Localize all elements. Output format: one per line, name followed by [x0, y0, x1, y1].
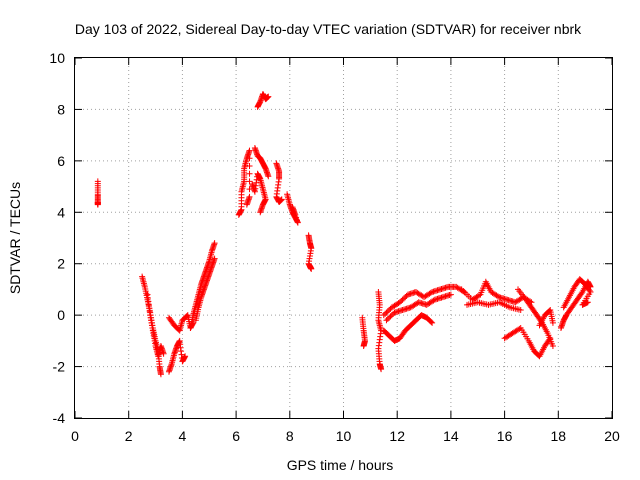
data-point — [402, 294, 409, 301]
data-point — [382, 310, 389, 317]
data-point — [384, 308, 391, 315]
data-point — [384, 316, 391, 322]
data-point — [246, 170, 253, 177]
x-tick-label: 14 — [443, 428, 459, 444]
data-point — [516, 325, 523, 332]
y-tick-label: 4 — [57, 204, 65, 220]
grid — [75, 58, 612, 418]
data-points — [94, 91, 594, 378]
data-point — [265, 93, 272, 100]
data-point — [380, 312, 387, 319]
data-point — [399, 296, 406, 303]
data-point — [160, 350, 167, 357]
data-point — [383, 317, 390, 324]
data-point — [243, 201, 250, 208]
x-tick-label: 16 — [497, 428, 513, 444]
x-tick-label: 20 — [604, 428, 620, 444]
x-tick-label: 6 — [232, 428, 240, 444]
x-tick-label: 0 — [71, 428, 79, 444]
data-point — [293, 214, 300, 221]
data-point — [257, 209, 264, 216]
data-point — [447, 291, 454, 298]
data-point — [388, 312, 395, 319]
data-point — [578, 290, 585, 297]
x-tick-label: 4 — [179, 428, 187, 444]
data-point — [360, 343, 367, 349]
data-point — [430, 297, 437, 304]
data-point — [246, 147, 253, 154]
data-point — [306, 263, 313, 270]
data-point — [461, 289, 468, 295]
data-point — [378, 366, 385, 373]
x-tick-label: 2 — [125, 428, 133, 444]
data-point — [494, 293, 501, 300]
data-point — [546, 307, 553, 314]
data-point — [182, 353, 189, 360]
tick-labels: 0 2 4 6 8 10 12 14 16 18 20 -4 -2 0 2 4 6 8 10 — [49, 50, 620, 444]
x-tick-label: 8 — [286, 428, 294, 444]
data-point — [183, 313, 190, 319]
y-axis-title: SDTVAR / TECUs — [7, 182, 23, 294]
data-point — [549, 319, 556, 326]
y-tick-label: 8 — [57, 101, 65, 117]
data-point — [383, 309, 390, 316]
data-point — [428, 319, 435, 325]
data-point — [396, 299, 403, 306]
data-point — [476, 292, 483, 299]
data-point — [400, 295, 407, 302]
x-tick-label: 12 — [389, 428, 405, 444]
data-point — [246, 155, 253, 162]
data-point — [387, 313, 394, 320]
data-point — [294, 219, 301, 226]
data-point — [246, 163, 253, 169]
data-point — [265, 173, 272, 180]
x-tick-label: 10 — [336, 428, 352, 444]
x-axis-title: GPS time / hours — [287, 457, 394, 473]
data-point — [386, 307, 393, 313]
data-point — [157, 371, 164, 378]
data-point — [517, 307, 524, 313]
plot-frame — [74, 57, 613, 419]
y-tick-label: 6 — [57, 153, 65, 169]
data-point — [429, 319, 436, 326]
data-point — [292, 211, 299, 218]
data-point — [386, 314, 393, 321]
y-tick-label: 10 — [49, 50, 65, 66]
data-point — [94, 201, 101, 208]
y-tick-label: 2 — [57, 256, 65, 272]
x-tick-label: 18 — [551, 428, 567, 444]
data-point — [211, 255, 218, 262]
data-point — [584, 299, 591, 306]
data-point — [278, 196, 285, 203]
data-point — [398, 298, 405, 304]
y-tick-label: -4 — [53, 410, 66, 426]
data-point — [427, 289, 434, 296]
data-point — [293, 217, 300, 223]
data-point — [549, 343, 556, 349]
data-point — [211, 240, 218, 247]
data-point — [246, 178, 253, 185]
y-tick-label: -2 — [53, 359, 66, 375]
chart-title: Day 103 of 2022, Sidereal Day-to-day VTE… — [75, 21, 582, 37]
y-tick-label: 0 — [57, 307, 65, 323]
